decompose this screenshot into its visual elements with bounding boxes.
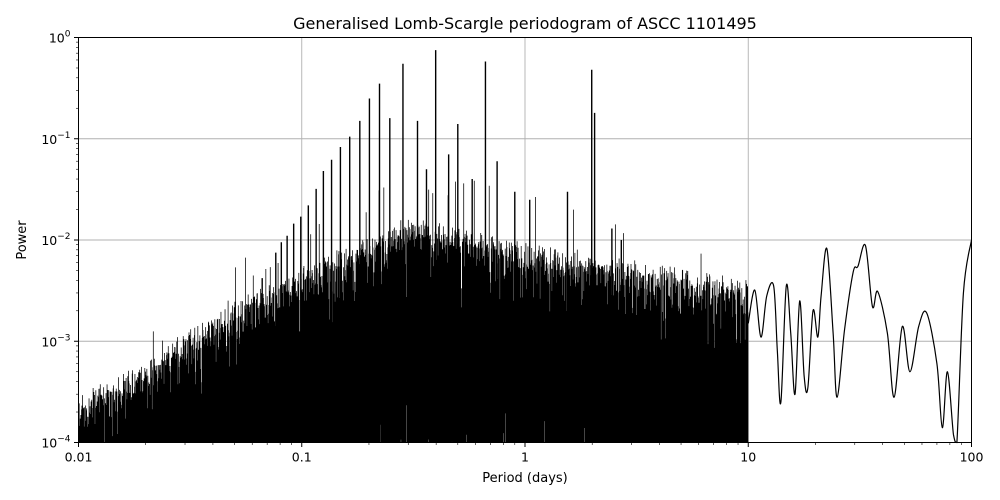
chart-title: Generalised Lomb-Scargle periodogram of … xyxy=(293,14,757,33)
x-tick-label: 1 xyxy=(521,450,529,465)
data-layer xyxy=(78,50,973,444)
x-tick-label: 0.01 xyxy=(65,450,93,465)
x-tick-label: 100 xyxy=(960,450,984,465)
x-tick-label: 0.1 xyxy=(292,450,312,465)
y-tick-label: 10−1 xyxy=(41,131,70,147)
y-tick-label: 10−2 xyxy=(41,232,70,248)
long-period-curve xyxy=(747,239,973,444)
axis-ticks: 0.01 0.1 1 10 100 10−4 10−3 10−2 10−1 100 xyxy=(41,30,983,465)
y-tick-label: 10−4 xyxy=(41,435,70,451)
periodogram-noise xyxy=(78,180,749,443)
y-axis-label: Power xyxy=(15,220,30,260)
y-tick-label: 10−3 xyxy=(41,333,70,349)
y-tick-label: 100 xyxy=(49,30,71,46)
x-tick-label: 10 xyxy=(740,450,756,465)
x-axis-label: Period (days) xyxy=(482,471,568,486)
